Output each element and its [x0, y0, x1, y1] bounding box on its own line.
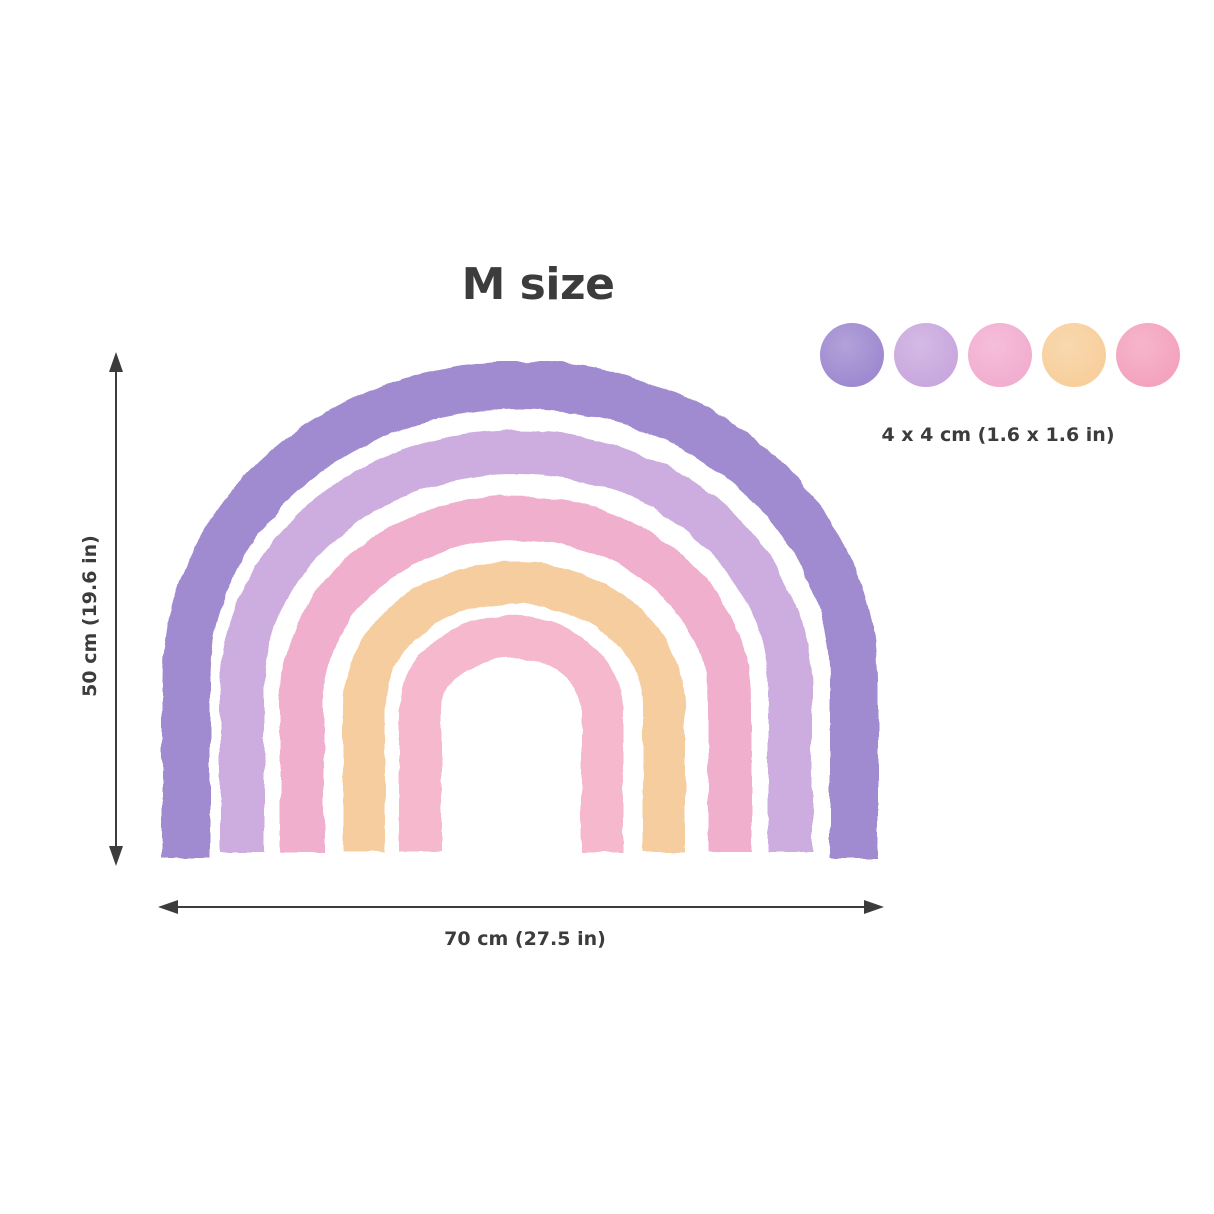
- dot-swatch: [1042, 323, 1106, 387]
- rainbow-band-peach: [343, 562, 685, 852]
- rainbow-band-lilac: [220, 430, 812, 852]
- dot-swatch: [1116, 323, 1180, 387]
- dot-swatches: [820, 323, 1180, 387]
- width-dimension-arrow: [158, 900, 884, 914]
- rainbow-band-outer-purple: [162, 361, 878, 858]
- height-label: 50 cm (19.6 in): [79, 535, 101, 697]
- dots-size-label: 4 x 4 cm (1.6 x 1.6 in): [881, 424, 1115, 446]
- dot-swatch: [820, 323, 884, 387]
- rainbow-band-pink: [280, 496, 752, 852]
- dot-swatch: [894, 323, 958, 387]
- height-dimension-arrow: [109, 352, 123, 866]
- size-title: M size: [461, 259, 615, 310]
- width-label: 70 cm (27.5 in): [444, 928, 606, 950]
- rainbow-band-inner-pink: [399, 615, 623, 852]
- dot-swatch: [968, 323, 1032, 387]
